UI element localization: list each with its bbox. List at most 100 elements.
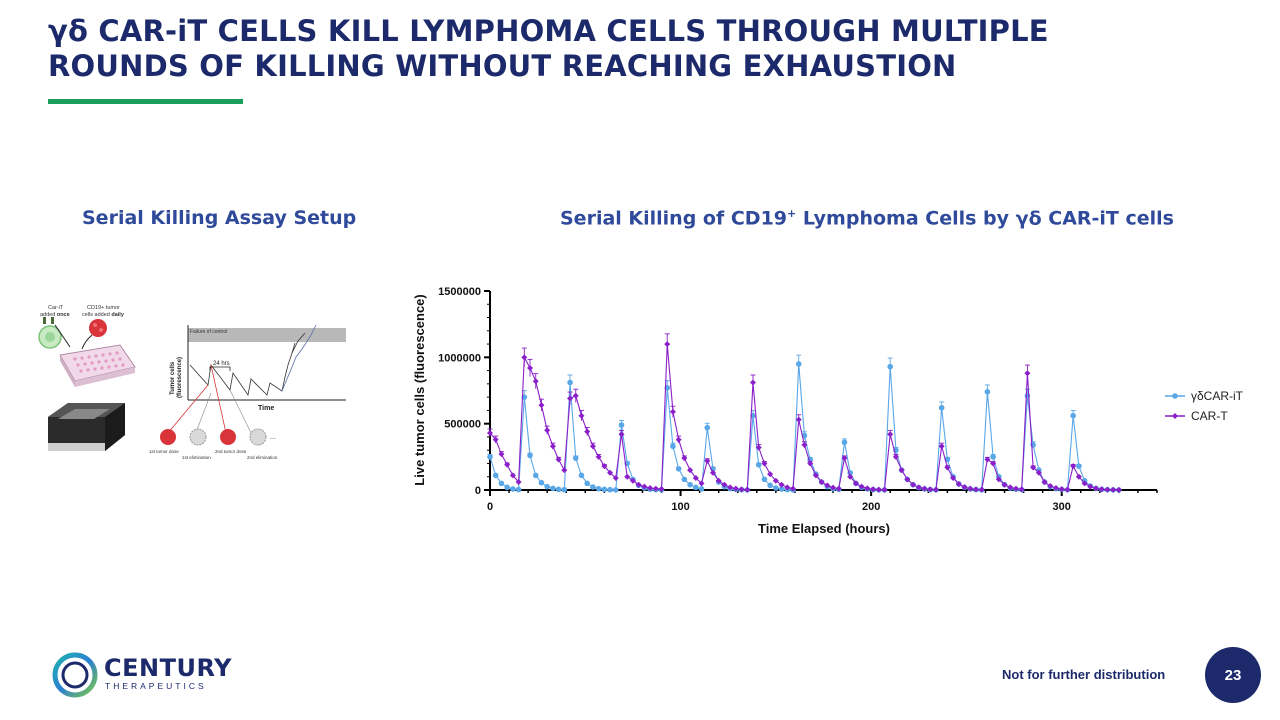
chart-legend: γδCAR-iT CAR-T — [1165, 389, 1244, 423]
data-point — [812, 472, 819, 479]
x-tick-label: 300 — [1053, 501, 1071, 513]
data-point — [1081, 480, 1088, 487]
data-point — [1058, 486, 1065, 493]
data-point — [487, 429, 493, 436]
data-point — [590, 484, 596, 490]
chart-heading-pre: Serial Killing of CD19 — [560, 207, 788, 230]
data-point — [727, 484, 734, 491]
tumor-cell-icon — [89, 319, 107, 337]
data-point — [584, 428, 591, 435]
chart-heading-superscript: + — [787, 207, 797, 220]
data-point — [921, 485, 928, 492]
data-point — [1035, 469, 1042, 476]
elimination-1-label: 1st elimination — [182, 455, 211, 460]
serial-killing-assay-schematic: Car-iT added once CD19+ tumor cells adde… — [38, 305, 346, 460]
data-point — [681, 455, 688, 462]
data-point — [549, 443, 556, 450]
legend-marker — [1172, 393, 1178, 399]
data-point — [1030, 464, 1037, 471]
logo-wordmark: CENTURY — [104, 654, 232, 682]
concept-curve-tail — [291, 332, 306, 354]
data-point — [938, 443, 945, 450]
data-point — [932, 486, 939, 493]
data-point — [755, 444, 762, 451]
data-point — [532, 378, 539, 385]
data-point — [607, 469, 614, 476]
data-point — [675, 465, 682, 472]
dose-1-label: 1st tumor dose — [149, 449, 179, 454]
data-point — [572, 455, 579, 461]
tumor-dose-2-icon — [220, 429, 236, 445]
elimination-1-icon — [189, 428, 207, 446]
legend-label: CAR-T — [1191, 409, 1228, 423]
failure-of-control-label: Failure of control — [190, 329, 227, 335]
data-point — [1012, 485, 1019, 492]
y-tick-label: 1000000 — [438, 352, 481, 364]
data-point — [595, 453, 602, 460]
data-point — [841, 455, 848, 462]
data-point — [864, 485, 871, 492]
data-point — [521, 354, 528, 361]
data-point — [778, 481, 785, 488]
legend-marker — [1172, 413, 1178, 419]
data-point — [807, 460, 814, 467]
data-point — [527, 364, 534, 371]
data-point — [990, 454, 996, 460]
data-point — [738, 486, 745, 493]
series-car-t — [487, 333, 1122, 493]
data-point — [498, 451, 505, 458]
data-point — [732, 485, 739, 492]
data-point — [852, 480, 859, 487]
data-point — [618, 431, 625, 438]
x-tick-label: 0 — [487, 501, 493, 513]
added-once-text: added — [40, 312, 57, 318]
data-point — [693, 484, 699, 491]
data-point — [767, 482, 773, 489]
data-point — [492, 472, 499, 479]
slide-title-line-1: γδ CAR-iT CELLS KILL LYMPHOMA CELLS THRO… — [48, 14, 1049, 48]
data-point — [538, 402, 545, 409]
data-point — [544, 483, 550, 490]
page-number: 23 — [1224, 666, 1242, 684]
data-point — [510, 486, 516, 492]
data-point — [835, 485, 842, 492]
data-point — [647, 485, 654, 492]
data-point — [875, 486, 882, 493]
data-point — [773, 485, 779, 491]
data-point — [515, 479, 522, 486]
data-point — [504, 484, 510, 491]
distribution-notice: Not for further distribution — [1002, 667, 1166, 682]
data-point — [955, 481, 962, 488]
data-point — [618, 422, 625, 428]
data-point — [767, 471, 774, 478]
data-point — [572, 392, 579, 399]
car-it-label: Car-iT — [48, 305, 64, 311]
data-point — [550, 485, 556, 492]
arrow-tumor-to-plate — [81, 334, 93, 350]
data-point — [972, 486, 979, 493]
imaging-instrument-icon — [48, 403, 125, 451]
data-point — [487, 454, 493, 460]
title-underline — [48, 99, 243, 104]
cells-daily-label: cells added daily — [82, 312, 125, 318]
data-point — [881, 486, 888, 493]
data-point — [492, 436, 499, 443]
data-point — [1070, 463, 1077, 470]
serial-killing-chart: 0 100 200 300 0 500000 1000000 1500000 γδCAR-iT… — [412, 286, 1244, 536]
data-point — [515, 486, 522, 493]
data-point — [681, 476, 688, 483]
data-point — [1041, 479, 1048, 486]
data-point — [538, 479, 545, 486]
data-point — [1018, 486, 1025, 493]
data-point — [1024, 370, 1031, 377]
data-point — [978, 486, 985, 493]
data-point — [847, 473, 854, 480]
data-point — [1007, 484, 1014, 491]
data-point — [887, 431, 894, 438]
data-point — [658, 485, 665, 492]
logo-subtitle: THERAPEUTICS — [105, 681, 207, 691]
page-number-badge: 23 — [1205, 647, 1261, 703]
data-point — [641, 483, 648, 490]
data-point — [1110, 486, 1117, 493]
data-point — [961, 484, 968, 491]
